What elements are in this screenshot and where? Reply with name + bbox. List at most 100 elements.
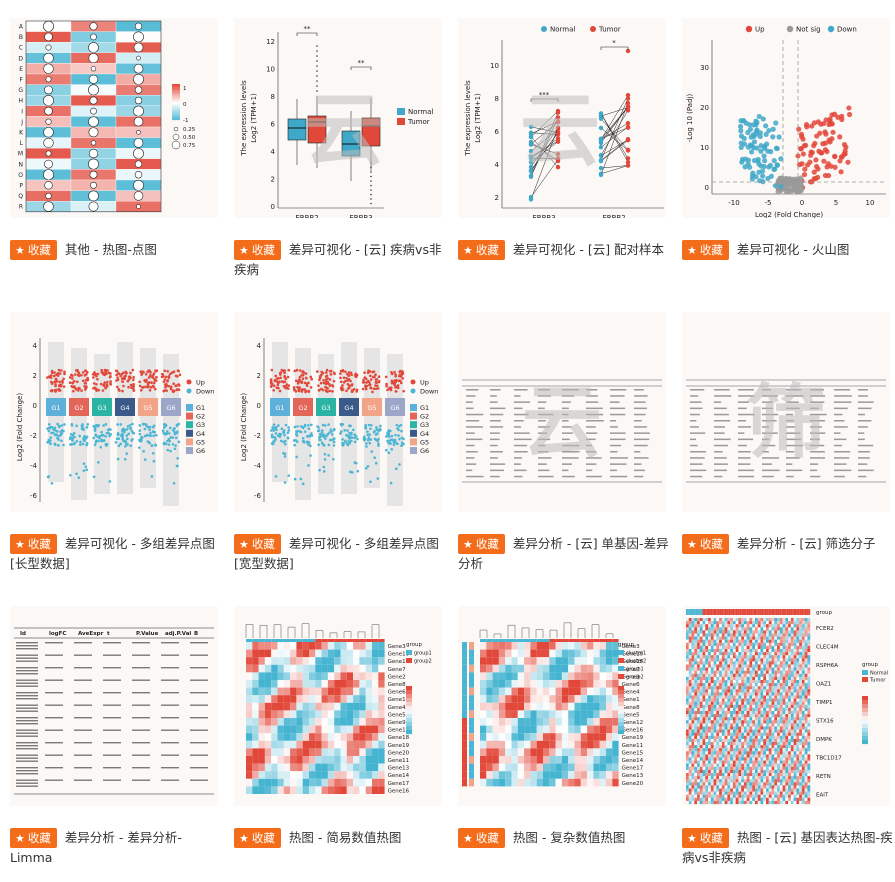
heat-cell — [752, 624, 756, 628]
point — [167, 443, 171, 446]
card-thumbnail[interactable]: Id logFC AveExpr t P.Value adj.P.Val B — [10, 606, 218, 806]
point — [809, 149, 815, 156]
fav-button[interactable]: ★ 收藏 — [682, 240, 729, 260]
card-title[interactable]: 差异分析 - 差异分析-Limma — [10, 830, 182, 865]
heat-cell — [732, 711, 736, 715]
card-title[interactable]: 差异可视化 - 多组差异点图[长型数据] — [10, 536, 215, 571]
heat-cell — [359, 771, 366, 779]
legend-swatch — [618, 658, 624, 663]
heat-cell — [721, 680, 725, 684]
card-thumbnail[interactable]: Log2 (Fold Change) 4 2 0 -2 -4 -6 G1 G1 G2 G2 G3 G3 G… — [10, 312, 218, 512]
card-thumbnail[interactable]: 筛 — [682, 312, 890, 512]
heat-cell — [799, 655, 802, 659]
fav-button[interactable]: ★ 收藏 — [10, 534, 57, 554]
legend-dot — [590, 26, 596, 32]
heat-cell — [549, 680, 556, 688]
card-thumbnail[interactable]: Gene3 Gene10 Gene18 Gene7 Gene9 Gene6 Gene4 Gen… — [458, 606, 666, 806]
table-cell-text — [690, 413, 700, 416]
heat-cell — [574, 657, 581, 665]
heat-cell — [258, 725, 265, 734]
fav-button[interactable]: ★ 收藏 — [458, 828, 505, 848]
card-title[interactable]: 差异可视化 - 火山图 — [736, 242, 850, 257]
heat-cell — [774, 624, 778, 628]
fav-button[interactable]: ★ 收藏 — [10, 240, 57, 260]
heat-cell — [353, 664, 360, 673]
card-thumbnail[interactable]: Log2 (Fold Change) 4 2 0 -2 -4 -6 G1 G1 G2 G2 G3 G3 G… — [234, 312, 442, 512]
heat-cell — [694, 676, 698, 681]
heat-cell — [283, 733, 291, 741]
table-cell-text — [16, 707, 38, 709]
fav-button[interactable]: ★ 收藏 — [234, 534, 281, 554]
card-title[interactable]: 差异分析 - [云] 单基因-差异分析 — [458, 536, 669, 571]
card-thumbnail[interactable]: Gene3 Gene10 Gene15 Gene7 Gene2 Gene8 Gene6 Gen… — [234, 606, 442, 806]
heat-cell — [771, 645, 775, 650]
heat-cell — [768, 714, 772, 718]
heat-cell — [777, 711, 780, 715]
card-title[interactable]: 差异可视化 - 多组差异点图[宽型数据] — [234, 536, 439, 571]
card-title[interactable]: 差异可视化 - [云] 疾病vs非疾病 — [234, 242, 442, 277]
heat-cell — [796, 636, 800, 640]
heat-cell — [743, 698, 747, 702]
point — [62, 377, 65, 381]
fav-button[interactable]: ★ 收藏 — [234, 828, 281, 848]
heat-cell — [741, 664, 744, 668]
label-text: 0 — [257, 402, 261, 410]
dot — [89, 170, 98, 179]
heat-cell — [511, 672, 518, 680]
card-thumbnail[interactable]: Normal Tumor The expression levels Log2 (TP… — [458, 18, 666, 218]
heat-cell — [543, 702, 550, 711]
card-title[interactable]: 热图 - 简易数值热图 — [288, 830, 402, 845]
point — [68, 437, 72, 441]
fav-button[interactable]: ★ 收藏 — [10, 828, 57, 848]
card-thumbnail[interactable]: group FCER2 CLEC4M RSPH6A OAZ1 TIMP1 STX16 DMPK… — [682, 606, 890, 806]
heat-cell — [246, 680, 253, 688]
card-thumbnail[interactable]: ABCDEFGHIJKLMNOPQRS1S2S310-10.250.500.75 — [10, 18, 218, 218]
dot — [88, 148, 99, 159]
heat-cell — [757, 711, 761, 715]
fav-button[interactable]: ★ 收藏 — [234, 240, 281, 260]
heat-cell — [686, 618, 689, 622]
point — [49, 442, 52, 446]
card-title[interactable]: 差异可视化 - [云] 配对样本 — [512, 242, 665, 257]
heat-cell — [757, 649, 761, 653]
heat-cell — [743, 649, 747, 653]
heat-cell — [782, 670, 786, 674]
row-annotation — [462, 771, 467, 779]
heat-cell — [807, 711, 811, 715]
heat-cell — [321, 778, 328, 787]
heat-cell — [327, 672, 335, 680]
fav-button[interactable]: ★ 收藏 — [458, 534, 505, 554]
point — [331, 390, 334, 393]
card-thumbnail[interactable]: The expression levels Log2 (TPM+1) 12 10 8 6 4… — [234, 18, 442, 218]
point — [528, 164, 534, 169]
heat-cell — [716, 652, 720, 656]
card-thumbnail[interactable]: 云 — [458, 312, 666, 512]
table-cell-text — [45, 642, 63, 644]
heat-cell — [708, 680, 711, 684]
colorbar-segment — [406, 706, 412, 711]
table-cell-text — [714, 407, 727, 410]
heat-cell — [732, 717, 736, 721]
heat-cell — [716, 664, 720, 668]
fav-button[interactable]: ★ 收藏 — [682, 534, 729, 554]
card-title[interactable]: 其他 - 热图-点图 — [64, 242, 157, 257]
point — [71, 437, 74, 440]
heat-cell — [705, 633, 709, 637]
dot — [134, 160, 143, 168]
point — [282, 429, 286, 432]
dot — [89, 96, 98, 105]
heat-cell — [788, 667, 791, 671]
heat-cell — [724, 717, 728, 721]
heat-cell — [801, 624, 805, 628]
fav-button[interactable]: ★ 收藏 — [458, 240, 505, 260]
card-thumbnail[interactable]: Up Not sig Down -Log 10 (Padj) Log2 (Fold Ch… — [682, 18, 890, 218]
heat-cell — [691, 676, 695, 681]
heat-cell — [708, 717, 711, 721]
card-title[interactable]: 热图 - 复杂数值热图 — [512, 830, 626, 845]
heat-cell — [749, 645, 753, 650]
heat-cell — [277, 725, 284, 734]
card-title[interactable]: 差异分析 - [云] 筛选分子 — [736, 536, 876, 551]
group-bar — [759, 609, 761, 615]
heat-cell — [804, 624, 808, 628]
heat-cell — [730, 676, 733, 681]
